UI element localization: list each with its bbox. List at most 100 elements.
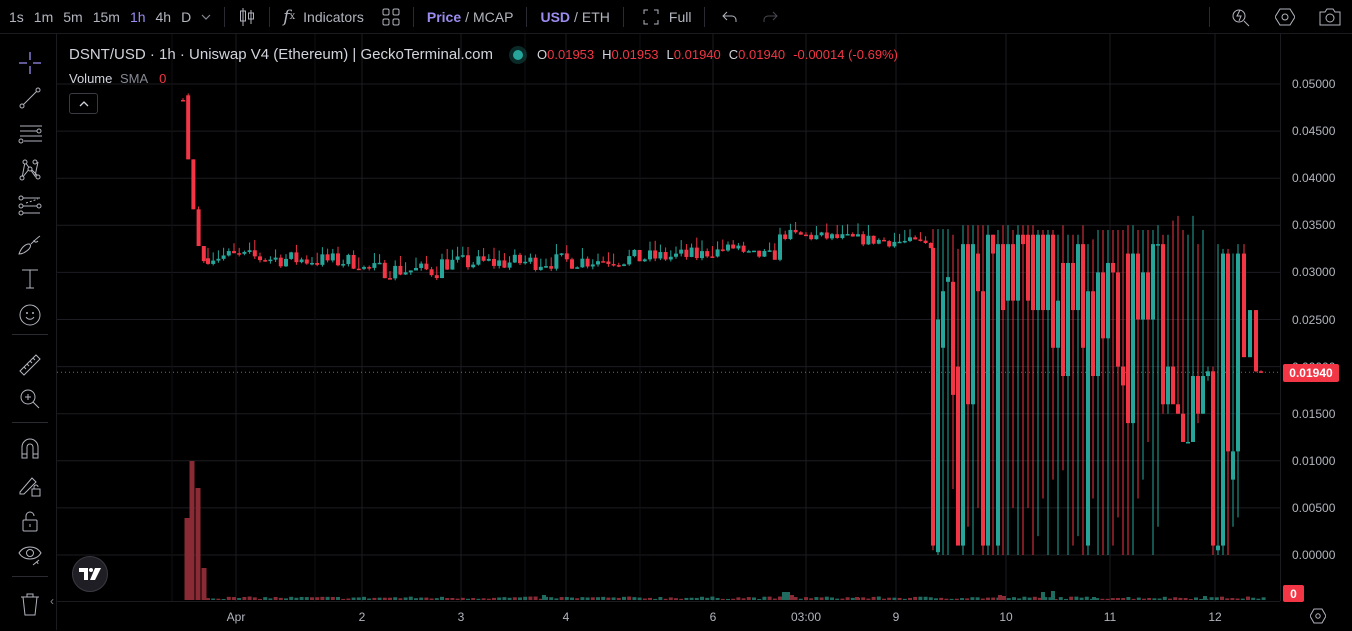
currency-toggle[interactable]: USD / ETH <box>535 0 614 33</box>
chart-settings-button[interactable] <box>1308 606 1328 626</box>
redo-icon[interactable] <box>757 0 783 33</box>
price-tick: 0.04000 <box>1292 171 1336 186</box>
low-value: 0.01940 <box>673 47 721 62</box>
zoom-in-tool[interactable] <box>14 384 46 414</box>
collapse-legend-button[interactable] <box>69 93 98 114</box>
open-value: 0.01953 <box>547 47 595 62</box>
price-tick: 0.01500 <box>1292 406 1336 421</box>
symbol-title[interactable]: DSNT/USD · 1h · Uniswap V4 (Ethereum) | … <box>69 46 494 63</box>
time-axis[interactable]: Apr 2 3 4 6 03:00 9 10 11 12 <box>57 601 1280 631</box>
magnet-tool[interactable] <box>14 434 46 464</box>
time-tick: 03:00 <box>790 610 822 624</box>
price-axis[interactable]: 0.05000 0.04500 0.04000 0.03500 0.03000 0.025… <box>1280 34 1352 601</box>
time-tick: 9 <box>892 610 900 624</box>
interval-5m[interactable]: 5m <box>63 8 83 25</box>
usd-option[interactable]: USD <box>540 8 571 25</box>
close-key: C <box>728 47 739 62</box>
time-tick: 12 <box>1208 610 1222 624</box>
time-tick: 11 <box>1103 610 1117 624</box>
slash: / <box>465 8 469 25</box>
trend-line-tool[interactable] <box>14 83 46 113</box>
text-tool[interactable] <box>14 264 46 294</box>
layout-grid-icon[interactable] <box>377 0 405 33</box>
candles-icon[interactable] <box>233 0 261 33</box>
hide-drawings-tool[interactable] <box>14 540 46 570</box>
chart-legend: DSNT/USD · 1h · Uniswap V4 (Ethereum) | … <box>69 46 906 63</box>
collapse-toolbar-arrow[interactable]: ‹ <box>50 594 54 608</box>
price-tick: 0.00000 <box>1292 548 1336 562</box>
candlestick-chart[interactable] <box>57 34 1280 601</box>
divider <box>12 576 48 577</box>
price-tick: 0.04500 <box>1292 124 1336 139</box>
undo-icon[interactable] <box>717 0 743 33</box>
low-key: L <box>666 47 674 62</box>
divider <box>269 6 271 27</box>
mcap-option[interactable]: MCAP <box>473 8 514 25</box>
time-tick: 3 <box>457 610 465 624</box>
chevron-down-icon[interactable] <box>196 0 216 33</box>
ohlc-values: O 0.01953 H 0.01953 L 0.01940 C 0.01940 -0.0… <box>537 47 906 62</box>
brush-tool[interactable] <box>14 230 46 260</box>
sma-value: 0 <box>159 71 167 86</box>
price-tick: 0.03500 <box>1292 218 1336 233</box>
time-tick: 6 <box>709 610 717 624</box>
lock-tool[interactable] <box>14 506 46 536</box>
ruler-tool[interactable] <box>14 350 46 380</box>
pencil-lock-icon <box>18 474 42 498</box>
crosshair-icon <box>19 52 41 74</box>
price-mcap-toggle[interactable]: Price / MCAP <box>422 0 519 33</box>
zoom-in-icon <box>19 388 41 410</box>
price-option[interactable]: Price <box>426 8 462 25</box>
high-key: H <box>602 47 612 62</box>
horizontal-lines-icon <box>18 123 42 145</box>
trash-icon <box>20 593 40 617</box>
interval-1s[interactable]: 1s <box>9 8 24 25</box>
interval-1h[interactable]: 1h <box>129 8 146 25</box>
chevron-up-icon <box>79 100 89 107</box>
interval-D[interactable]: D <box>181 8 192 25</box>
horizontal-lines-tool[interactable] <box>14 119 46 149</box>
settings-hex-icon <box>1310 608 1326 624</box>
price-tick: 0.00500 <box>1292 500 1336 515</box>
fullscreen-button[interactable]: Full <box>638 0 697 33</box>
price-tick: 0.03000 <box>1292 265 1336 280</box>
sma-label: SMA <box>120 71 148 86</box>
interval-1m[interactable]: 1m <box>33 8 54 25</box>
eth-option[interactable]: ETH <box>581 8 610 25</box>
slash: / <box>574 8 578 25</box>
interval-15m[interactable]: 15m <box>92 8 120 25</box>
time-tick: 2 <box>358 610 366 624</box>
price-tick: 0.05000 <box>1292 77 1336 91</box>
pattern-icon <box>18 158 42 182</box>
emoji-tool[interactable] <box>14 300 46 330</box>
close-value: 0.01940 <box>738 47 786 62</box>
pattern-tool[interactable] <box>14 155 46 185</box>
volume-last-label: 0 <box>1283 585 1304 602</box>
fib-tool[interactable] <box>14 191 46 221</box>
time-tick: 10 <box>999 610 1013 624</box>
lock-drawings-tool[interactable] <box>14 471 46 501</box>
last-price-label: 0.01940 <box>1283 364 1339 382</box>
tradingview-logo[interactable] <box>72 556 108 592</box>
divider <box>12 334 48 335</box>
volume-legend[interactable]: Volume SMA 0 <box>69 71 166 86</box>
brush-icon <box>17 234 43 256</box>
trend-line-icon <box>19 87 41 109</box>
quick-search-icon[interactable] <box>1226 0 1256 33</box>
magnet-icon <box>20 438 40 460</box>
time-tick: Apr <box>226 610 246 624</box>
settings-hex-icon[interactable] <box>1270 0 1300 33</box>
fullscreen-icon <box>643 9 659 25</box>
remove-drawings-tool[interactable] <box>14 590 46 620</box>
emoji-icon <box>18 303 42 327</box>
crosshair-tool[interactable] <box>14 48 46 78</box>
time-tick: 4 <box>562 610 570 624</box>
indicators-label: Indicators <box>303 8 364 25</box>
drawing-toolbar <box>0 34 57 630</box>
camera-icon[interactable] <box>1314 0 1346 33</box>
fib-retracement-icon <box>18 195 42 217</box>
high-value: 0.01953 <box>611 47 659 62</box>
interval-4h[interactable]: 4h <box>155 8 172 25</box>
